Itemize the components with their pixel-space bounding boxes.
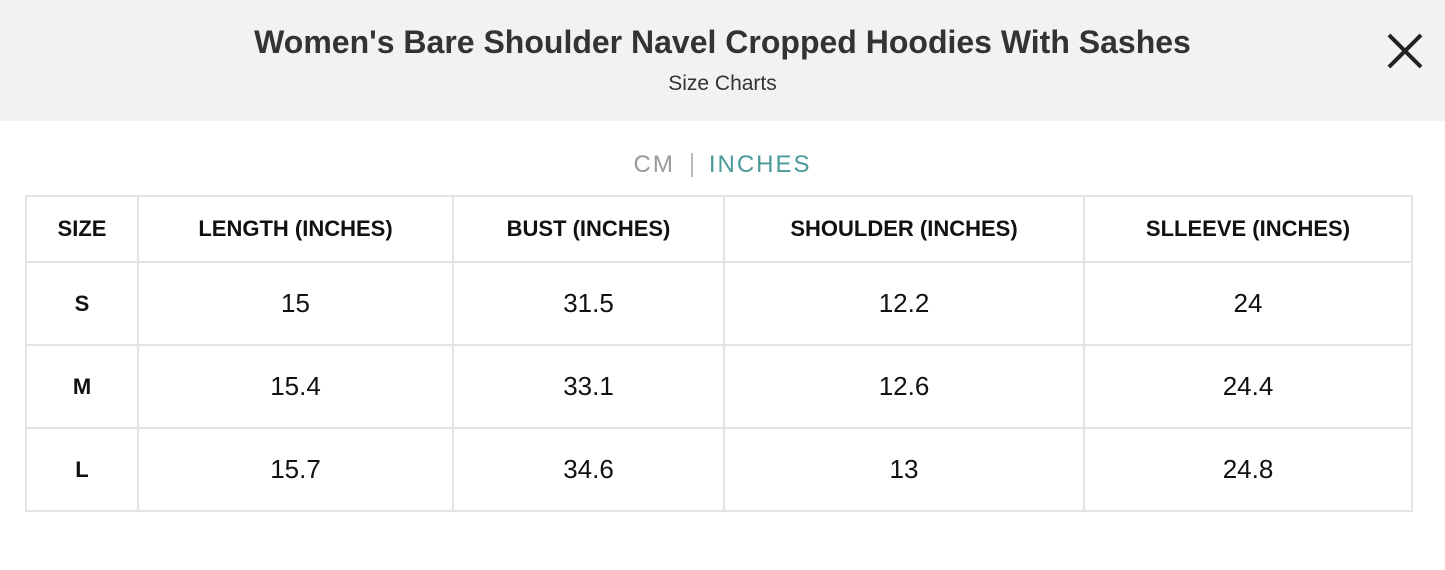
size-cell: L xyxy=(25,427,139,512)
measure-cell: 12.6 xyxy=(723,344,1085,429)
column-header: SIZE xyxy=(25,195,139,263)
title: Women's Bare Shoulder Navel Cropped Hood… xyxy=(254,24,1191,60)
measure-cell: 12.2 xyxy=(723,261,1085,346)
measure-cell: 13 xyxy=(723,427,1085,512)
table-row: L 15.7 34.6 13 24.8 xyxy=(25,427,1413,512)
header: Women's Bare Shoulder Navel Cropped Hood… xyxy=(0,0,1445,121)
unit-option[interactable]: CM xyxy=(633,150,675,178)
subtitle: Size Charts xyxy=(668,72,777,95)
size-cell: M xyxy=(25,344,139,429)
unit-option[interactable]: INCHES xyxy=(708,150,812,178)
measure-cell: 24.8 xyxy=(1083,427,1413,512)
header-row: SIZE LENGTH (INCHES) BUST (INCHES) SHOULDER… xyxy=(25,195,1413,263)
table-row: S 15 31.5 12.2 24 xyxy=(25,261,1413,346)
column-header: SLLEEVE (INCHES) xyxy=(1083,195,1413,263)
measure-cell: 24 xyxy=(1083,261,1413,346)
measure-cell: 24.4 xyxy=(1083,344,1413,429)
close-button[interactable] xyxy=(1386,32,1424,70)
measure-cell: 15.7 xyxy=(137,427,454,512)
unit-toggle: CM INCHES xyxy=(0,150,1445,179)
column-header: LENGTH (INCHES) xyxy=(137,195,454,263)
column-header: BUST (INCHES) xyxy=(452,195,725,263)
measure-cell: 34.6 xyxy=(452,427,725,512)
size-table: SIZE LENGTH (INCHES) BUST (INCHES) SHOULDER… xyxy=(25,195,1413,512)
separator xyxy=(690,152,693,177)
table-row: M 15.4 33.1 12.6 24.4 xyxy=(25,344,1413,429)
measure-cell: 31.5 xyxy=(452,261,725,346)
measure-cell: 15.4 xyxy=(137,344,454,429)
column-header: SHOULDER (INCHES) xyxy=(723,195,1085,263)
measure-cell: 15 xyxy=(137,261,454,346)
measure-cell: 33.1 xyxy=(452,344,725,429)
size-cell: S xyxy=(25,261,139,346)
